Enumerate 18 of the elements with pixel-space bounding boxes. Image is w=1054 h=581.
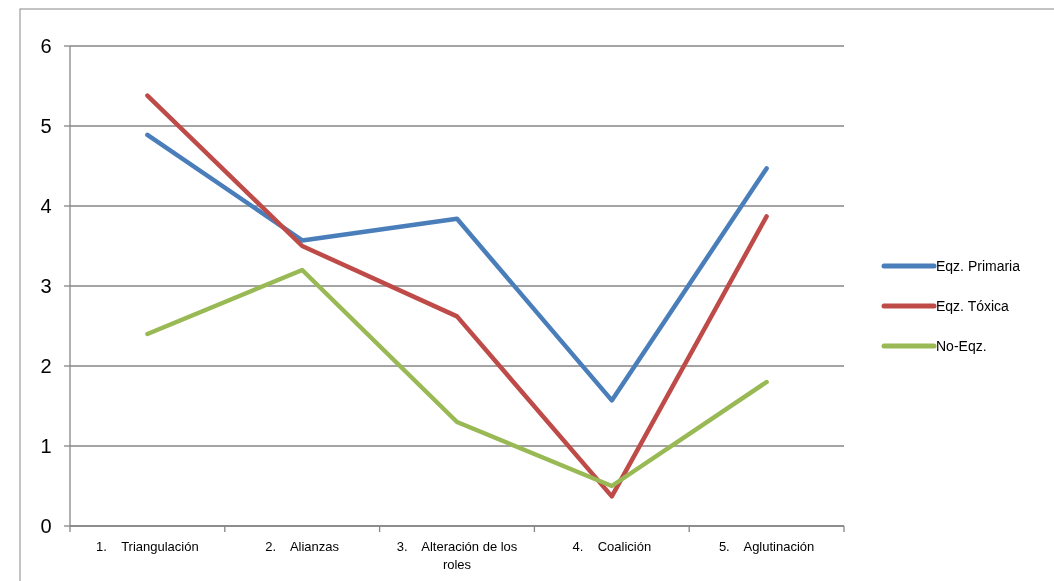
legend-label: Eqz. Primaria [936,257,1021,274]
x-tick-label: 2. Alianzas [265,539,340,554]
y-tick-label: 0 [40,515,52,537]
y-tick-label: 6 [40,35,52,57]
y-tick-label: 5 [40,115,52,137]
legend-label: No-Eqz. [936,337,987,354]
x-tick-label: 3. Alteración de los roles [396,539,518,572]
y-tick-label: 1 [40,435,52,457]
y-tick-label: 3 [40,275,52,297]
legend-label: Eqz. Tóxica [936,297,1010,314]
x-tick-label: 5. Aglutinación [718,539,815,554]
line-series [145,93,769,499]
line-series [145,132,769,403]
x-tick-label: 1. Triangulación [96,539,199,554]
y-tick-label: 4 [40,195,52,217]
x-tick-label: 4. Coalición [572,539,652,554]
y-tick-label: 2 [40,355,52,377]
line-series [145,267,769,489]
